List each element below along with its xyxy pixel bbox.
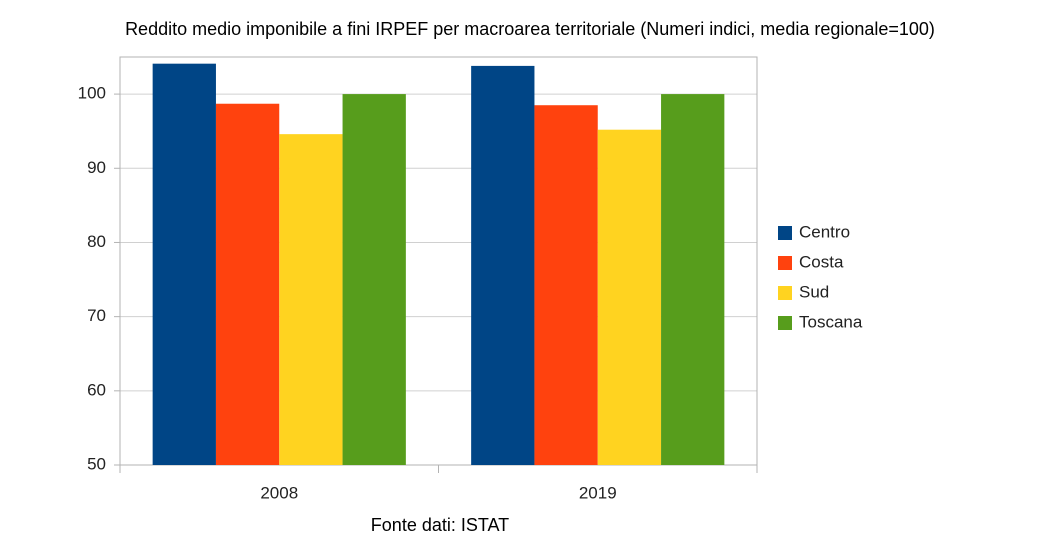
bar <box>534 105 598 465</box>
y-tick-label: 100 <box>78 84 106 103</box>
y-tick-label: 70 <box>87 306 106 325</box>
legend-swatch <box>778 286 792 300</box>
bar <box>279 134 343 465</box>
x-tick-label: 2008 <box>260 483 298 502</box>
y-tick-label: 60 <box>87 380 106 399</box>
legend-swatch <box>778 226 792 240</box>
legend-label: Costa <box>799 252 844 271</box>
legend-label: Sud <box>799 282 829 301</box>
source: Fonte dati: ISTAT <box>371 515 509 535</box>
chart-title: Reddito medio imponibile a fini IRPEF pe… <box>125 19 935 39</box>
legend-label: Centro <box>799 222 850 241</box>
y-tick-label: 90 <box>87 158 106 177</box>
legend-swatch <box>778 256 792 270</box>
bar <box>597 129 662 465</box>
y-tick-label: 50 <box>87 454 106 473</box>
bar <box>661 94 725 465</box>
bar <box>215 103 280 465</box>
bar <box>342 94 406 465</box>
y-tick-label: 80 <box>87 232 106 251</box>
x-tick-label: 2019 <box>579 483 617 502</box>
legend-swatch <box>778 316 792 330</box>
bar <box>152 63 216 466</box>
legend-label: Toscana <box>799 312 863 331</box>
bar <box>471 65 535 465</box>
